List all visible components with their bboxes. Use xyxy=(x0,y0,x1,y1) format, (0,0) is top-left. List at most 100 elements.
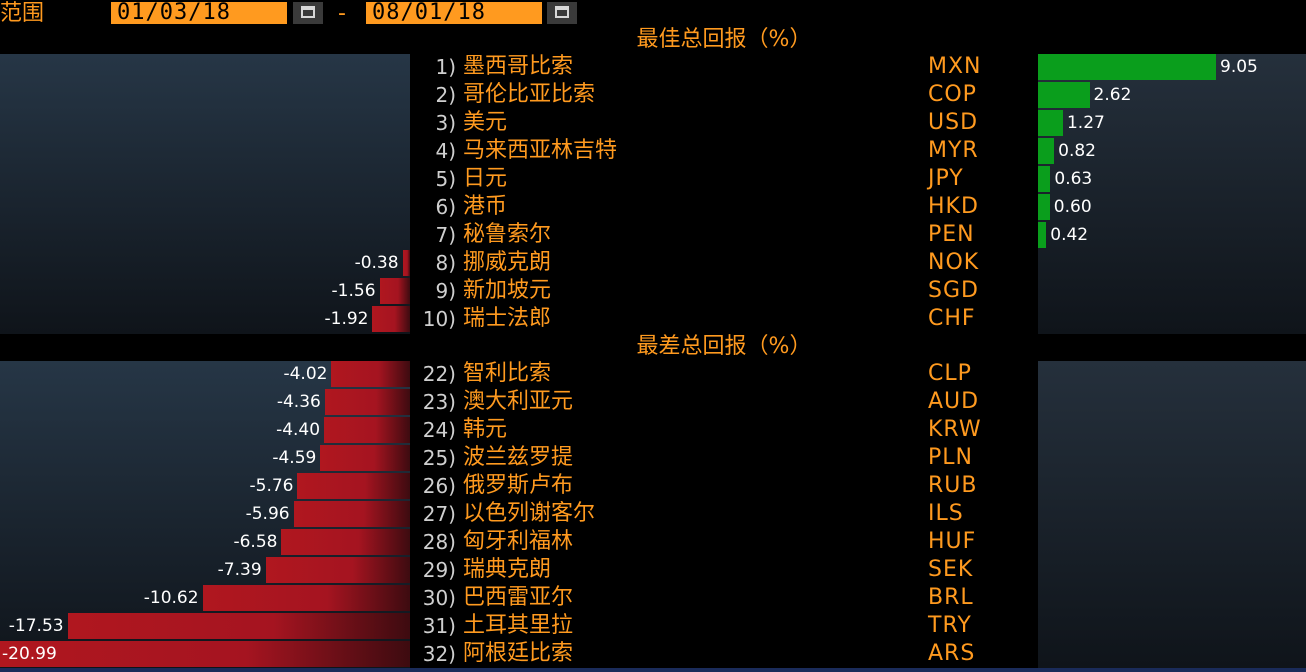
return-bar xyxy=(297,473,410,499)
table-row[interactable]: 1.27 3) 美元 USD xyxy=(0,109,1306,137)
table-row[interactable]: -20.99 32) 阿根廷比索 ARS xyxy=(0,640,1306,668)
currency-code: BRL xyxy=(928,585,974,610)
worst-positive-bar-area xyxy=(1038,361,1306,668)
rank-number: 10) xyxy=(422,307,456,331)
return-value: -4.59 xyxy=(272,448,317,468)
currency-name[interactable]: 瑞典克朗 xyxy=(463,557,552,582)
range-label: 范围 xyxy=(0,1,45,26)
currency-code: PEN xyxy=(928,222,975,247)
return-value: -1.56 xyxy=(331,281,376,301)
currency-name[interactable]: 韩元 xyxy=(463,417,508,442)
currency-name[interactable]: 波兰兹罗提 xyxy=(463,445,574,470)
table-row[interactable]: 0.82 4) 马来西亚林吉特 MYR xyxy=(0,137,1306,165)
currency-code: SGD xyxy=(928,278,979,303)
currency-code: PLN xyxy=(928,445,973,470)
table-row[interactable]: -4.59 25) 波兰兹罗提 PLN xyxy=(0,444,1306,472)
rank-number: 30) xyxy=(422,586,456,610)
currency-name[interactable]: 港币 xyxy=(463,194,508,219)
rank-number: 31) xyxy=(422,614,456,638)
table-row[interactable]: 0.42 7) 秘鲁索尔 PEN xyxy=(0,221,1306,249)
end-date-input[interactable]: 08/01/18 xyxy=(366,2,542,24)
table-row[interactable]: -17.53 31) 土耳其里拉 TRY xyxy=(0,612,1306,640)
rank-number: 28) xyxy=(422,530,456,554)
return-bar xyxy=(67,613,410,639)
return-value: 0.60 xyxy=(1053,197,1092,217)
date-separator: - xyxy=(338,1,346,26)
currency-name[interactable]: 阿根廷比索 xyxy=(463,641,574,666)
rank-number: 8) xyxy=(435,251,456,275)
currency-name[interactable]: 挪威克朗 xyxy=(463,250,552,275)
rank-number: 9) xyxy=(435,279,456,303)
table-row[interactable]: 0.60 6) 港币 HKD xyxy=(0,193,1306,221)
return-value: -4.02 xyxy=(283,364,328,384)
table-row[interactable]: -5.96 27) 以色列谢客尔 ILS xyxy=(0,500,1306,528)
currency-code: USD xyxy=(928,110,979,135)
table-row[interactable]: 9.05 1) 墨西哥比索 MXN xyxy=(0,53,1306,81)
currency-name[interactable]: 以色列谢客尔 xyxy=(463,501,596,526)
start-date-input[interactable]: 01/03/18 xyxy=(111,2,287,24)
return-bar xyxy=(1038,138,1055,164)
return-value: -20.99 xyxy=(2,644,57,664)
table-row[interactable]: -4.02 22) 智利比索 CLP xyxy=(0,360,1306,388)
date-range-bar: 范围 01/03/18 - 08/01/18 xyxy=(0,0,1306,28)
return-value: -7.39 xyxy=(217,560,262,580)
return-bar xyxy=(265,557,410,583)
return-bar xyxy=(281,529,410,555)
return-bar xyxy=(372,306,410,332)
table-row[interactable]: -10.62 30) 巴西雷亚尔 BRL xyxy=(0,584,1306,612)
currency-code: COP xyxy=(928,82,977,107)
rank-number: 3) xyxy=(435,111,456,135)
currency-code: NOK xyxy=(928,250,980,275)
return-value: -10.62 xyxy=(143,588,199,608)
end-date-calendar-button[interactable] xyxy=(547,2,577,24)
return-value: -6.58 xyxy=(233,532,278,552)
currency-name[interactable]: 新加坡元 xyxy=(463,278,552,303)
return-value: -5.96 xyxy=(245,504,290,524)
currency-name[interactable]: 墨西哥比索 xyxy=(463,54,574,79)
currency-name[interactable]: 智利比索 xyxy=(463,361,552,386)
return-value: -4.36 xyxy=(276,392,321,412)
currency-code: KRW xyxy=(928,417,982,442)
currency-name[interactable]: 巴西雷亚尔 xyxy=(463,585,574,610)
currency-code: AUD xyxy=(928,389,980,414)
rank-number: 23) xyxy=(422,390,456,414)
currency-code: JPY xyxy=(928,166,964,191)
return-value: -4.40 xyxy=(276,420,321,440)
rank-number: 1) xyxy=(435,55,456,79)
table-row[interactable]: -4.36 23) 澳大利亚元 AUD xyxy=(0,388,1306,416)
table-row[interactable]: -7.39 29) 瑞典克朗 SEK xyxy=(0,556,1306,584)
calendar-icon xyxy=(555,6,569,18)
rank-number: 5) xyxy=(435,167,456,191)
table-row[interactable]: 0.63 5) 日元 JPY xyxy=(0,165,1306,193)
start-date-calendar-button[interactable] xyxy=(293,2,323,24)
return-value: 9.05 xyxy=(1220,57,1258,77)
table-row[interactable]: -4.40 24) 韩元 KRW xyxy=(0,416,1306,444)
return-value: 1.27 xyxy=(1066,113,1105,133)
currency-name[interactable]: 美元 xyxy=(463,110,508,135)
best-returns-title: 最佳总回报（%） xyxy=(636,27,812,52)
currency-name[interactable]: 瑞士法郎 xyxy=(463,306,552,331)
table-row[interactable]: -5.76 26) 俄罗斯卢布 RUB xyxy=(0,472,1306,500)
rank-number: 4) xyxy=(435,139,456,163)
table-row[interactable]: -6.58 28) 匈牙利福林 HUF xyxy=(0,528,1306,556)
currency-name[interactable]: 马来西亚林吉特 xyxy=(463,138,618,163)
return-value: -17.53 xyxy=(8,616,64,636)
currency-name[interactable]: 土耳其里拉 xyxy=(463,613,574,638)
currency-name[interactable]: 澳大利亚元 xyxy=(463,389,574,414)
return-bar xyxy=(331,361,410,387)
panel-divider xyxy=(1008,54,1038,334)
currency-name[interactable]: 匈牙利福林 xyxy=(463,529,574,554)
panel-divider xyxy=(1008,361,1038,668)
currency-name[interactable]: 日元 xyxy=(463,166,508,191)
return-value: 2.62 xyxy=(1093,85,1132,105)
currency-name[interactable]: 哥伦比亚比索 xyxy=(463,82,596,107)
rank-number: 2) xyxy=(435,83,456,107)
return-value: -0.38 xyxy=(354,253,399,273)
currency-code: ILS xyxy=(928,501,964,526)
table-row[interactable]: -0.38 8) 挪威克朗 NOK xyxy=(0,249,1306,277)
table-row[interactable]: -1.92 10) 瑞士法郎 CHF xyxy=(0,305,1306,333)
currency-name[interactable]: 俄罗斯卢布 xyxy=(463,473,574,498)
table-row[interactable]: -1.56 9) 新加坡元 SGD xyxy=(0,277,1306,305)
currency-name[interactable]: 秘鲁索尔 xyxy=(463,222,552,247)
table-row[interactable]: 2.62 2) 哥伦比亚比索 COP xyxy=(0,81,1306,109)
